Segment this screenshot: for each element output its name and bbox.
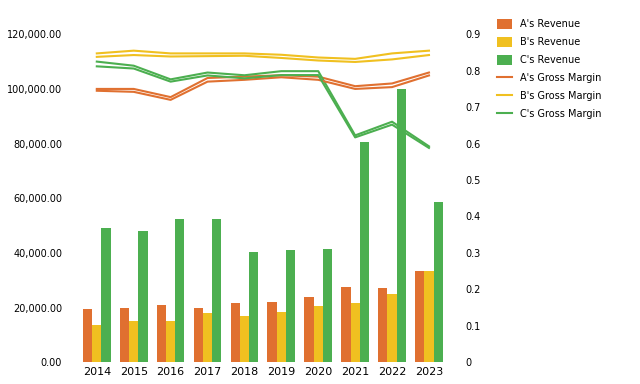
- Bar: [286, 250, 295, 362]
- Bar: [138, 231, 148, 362]
- Bar: [351, 303, 360, 362]
- Bar: [194, 308, 203, 362]
- Bar: [341, 287, 351, 362]
- Bar: [212, 219, 221, 362]
- Bar: [387, 294, 397, 362]
- Bar: [276, 312, 286, 362]
- Bar: [397, 89, 406, 362]
- Bar: [83, 309, 92, 362]
- Bar: [305, 296, 314, 362]
- Bar: [249, 252, 259, 362]
- Bar: [433, 202, 443, 362]
- Bar: [175, 219, 184, 362]
- Bar: [166, 321, 175, 362]
- Bar: [415, 271, 424, 362]
- Bar: [101, 228, 111, 362]
- Bar: [360, 142, 369, 362]
- Bar: [378, 288, 387, 362]
- Bar: [424, 271, 433, 362]
- Bar: [129, 321, 138, 362]
- Bar: [157, 305, 166, 362]
- Bar: [323, 249, 332, 362]
- Bar: [203, 313, 212, 362]
- Bar: [268, 302, 276, 362]
- Bar: [314, 306, 323, 362]
- Bar: [120, 308, 129, 362]
- Bar: [230, 303, 240, 362]
- Bar: [92, 325, 101, 362]
- Legend: A's Revenue, B's Revenue, C's Revenue, A's Gross Margin, B's Gross Margin, C's G: A's Revenue, B's Revenue, C's Revenue, A…: [497, 19, 601, 119]
- Bar: [240, 316, 249, 362]
